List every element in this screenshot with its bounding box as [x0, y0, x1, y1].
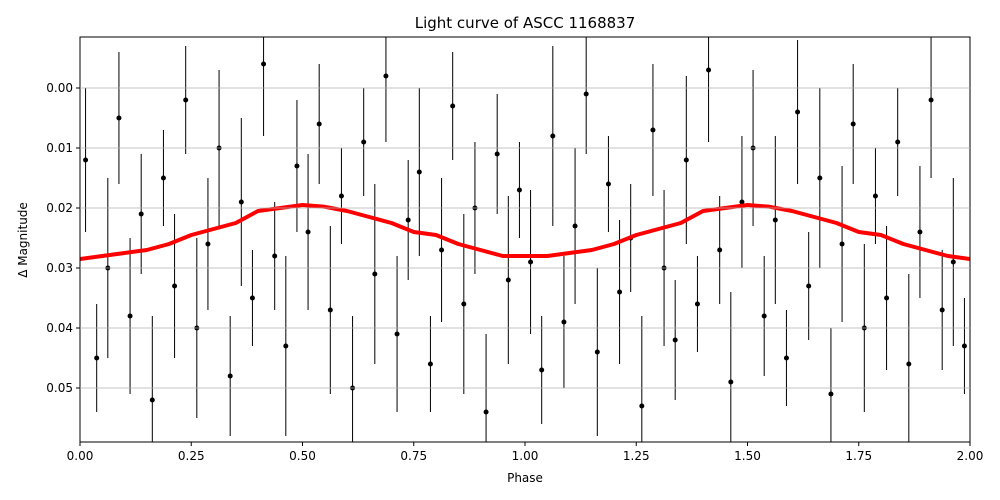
data-point: [160, 175, 166, 181]
x-tick-label: 1.75: [845, 449, 872, 463]
y-tick-label: 0.01: [46, 141, 73, 155]
data-point: [516, 187, 522, 193]
data-point: [528, 259, 534, 265]
data-point: [172, 283, 178, 289]
data-point: [884, 295, 890, 301]
data-point: [539, 367, 545, 373]
data-point: [394, 331, 400, 337]
data-point: [617, 289, 623, 295]
y-tick-label: 0.03: [46, 261, 73, 275]
x-tick-label: 1.50: [734, 449, 761, 463]
data-point: [761, 313, 767, 319]
y-tick-label: 0.04: [46, 321, 73, 335]
y-tick-label: 0.02: [46, 201, 73, 215]
y-tick-label: 0.05: [46, 381, 73, 395]
x-tick-label: 2.00: [957, 449, 984, 463]
data-point: [772, 217, 778, 223]
data-point: [494, 151, 500, 157]
data-point: [238, 199, 244, 205]
data-point: [895, 139, 901, 145]
data-point: [127, 313, 133, 319]
trend-line: [80, 203, 970, 261]
data-point: [828, 391, 834, 397]
data-point: [249, 295, 255, 301]
data-point: [594, 349, 600, 355]
data-point: [706, 67, 712, 73]
data-point: [961, 343, 967, 349]
data-point: [605, 181, 611, 187]
data-point: [138, 211, 144, 217]
data-point: [694, 301, 700, 307]
data-point: [383, 73, 389, 79]
x-axis-label: Phase: [507, 471, 543, 485]
data-point: [416, 169, 422, 175]
data-point: [261, 61, 267, 67]
data-point: [427, 361, 433, 367]
data-point: [572, 223, 578, 229]
data-point: [683, 157, 689, 163]
data-point: [294, 163, 300, 169]
data-point: [483, 409, 489, 415]
data-point: [149, 397, 155, 403]
data-point: [361, 139, 367, 145]
data-point: [806, 283, 812, 289]
plot-area: [80, 37, 970, 442]
x-tick-label: 1.25: [623, 449, 650, 463]
data-point: [283, 343, 289, 349]
data-point: [439, 247, 445, 253]
data-point: [550, 133, 556, 139]
data-point: [227, 373, 233, 379]
data-point: [272, 253, 278, 259]
data-point: [939, 307, 945, 313]
data-point: [817, 175, 823, 181]
data-point: [783, 355, 789, 361]
x-tick-label: 1.00: [512, 449, 539, 463]
data-point: [650, 127, 656, 133]
data-point: [917, 229, 923, 235]
data-point: [906, 361, 912, 367]
axes-frame: [79, 36, 971, 443]
data-point: [950, 259, 956, 265]
data-point: [850, 121, 856, 127]
y-tick-label: 0.00: [46, 81, 73, 95]
data-point: [583, 91, 589, 97]
data-point: [505, 277, 511, 283]
data-point: [872, 193, 878, 199]
data-point: [94, 355, 100, 361]
data-point: [316, 121, 322, 127]
x-tick-label: 0.75: [400, 449, 427, 463]
data-point: [305, 229, 311, 235]
data-point: [372, 271, 378, 277]
data-point: [461, 301, 467, 307]
data-point: [728, 379, 734, 385]
x-tick-label: 0.00: [67, 449, 94, 463]
data-point: [116, 115, 122, 121]
data-point: [928, 97, 934, 103]
data-point: [83, 157, 89, 163]
data-point: [405, 217, 411, 223]
data-point: [561, 319, 567, 325]
x-tick-label: 0.25: [178, 449, 205, 463]
data-point: [717, 247, 723, 253]
data-point: [672, 337, 678, 343]
x-tick-label: 0.50: [289, 449, 316, 463]
data-point: [450, 103, 456, 109]
data-point: [205, 241, 211, 247]
chart-title: Light curve of ASCC 1168837: [415, 14, 636, 32]
data-point: [338, 193, 344, 199]
data-point: [639, 403, 645, 409]
data-point: [839, 241, 845, 247]
data-point: [795, 109, 801, 115]
data-point: [183, 97, 189, 103]
y-axis-label: Δ Magnitude: [16, 202, 30, 278]
data-point: [739, 199, 745, 205]
data-point: [327, 307, 333, 313]
